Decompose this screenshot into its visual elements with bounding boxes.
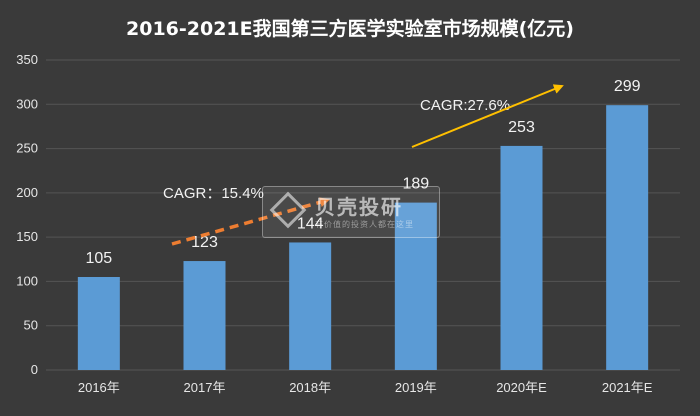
bar-value-label: 105: [85, 250, 112, 267]
y-tick-label: 0: [31, 362, 38, 377]
y-axis-ticks: 0 50 100 150 200 250 300 350: [16, 52, 38, 377]
grid-lines: [46, 59, 680, 371]
data-labels: 105 123 144 189 253 299: [85, 78, 640, 267]
x-tick-label: 2020年E: [496, 380, 547, 395]
bar: [500, 145, 543, 370]
x-tick-label: 2019年: [395, 380, 437, 395]
y-tick-label: 200: [16, 185, 38, 200]
watermark-icon: [269, 191, 307, 229]
y-tick-label: 100: [16, 273, 38, 288]
bar-value-label: 299: [614, 78, 641, 95]
bar-value-label: 253: [508, 119, 535, 136]
bar: [183, 261, 226, 370]
y-tick-label: 300: [16, 96, 38, 111]
x-tick-label: 2016年: [78, 380, 120, 395]
cagr-label-1: CAGR：15.4%: [163, 185, 264, 202]
y-tick-label: 350: [16, 52, 38, 67]
bar-value-label: 123: [191, 234, 218, 251]
x-tick-label: 2021年E: [602, 380, 653, 395]
chart-title: 2016-2021E我国第三方医学实验室市场规模(亿元): [126, 18, 574, 40]
cagr-arrow-2: [411, 84, 564, 148]
watermark-title: 贝壳投研: [315, 195, 403, 219]
cagr-arrow-1: [171, 197, 330, 246]
bar: [77, 277, 120, 370]
cagr-annotations: CAGR：15.4% CAGR:27.6%: [163, 84, 564, 246]
y-tick-label: 250: [16, 141, 38, 156]
y-tick-label: 150: [16, 229, 38, 244]
cagr-label-2: CAGR:27.6%: [420, 97, 510, 114]
bar: [289, 242, 332, 370]
x-tick-label: 2017年: [184, 380, 226, 395]
watermark-logo: 贝壳投研 有价值的投资人都在这里: [262, 186, 440, 238]
bar: [606, 105, 649, 371]
bars: [77, 105, 649, 371]
bar-value-label: 144: [297, 215, 324, 232]
x-tick-label: 2018年: [289, 380, 331, 395]
watermark-subtitle: 有价值的投资人都在这里: [315, 220, 414, 229]
y-tick-label: 50: [24, 318, 38, 333]
bar-value-label: 189: [402, 176, 429, 193]
bar: [394, 202, 437, 370]
x-axis-ticks: 2016年 2017年 2018年 2019年 2020年E 2021年E: [78, 380, 653, 395]
